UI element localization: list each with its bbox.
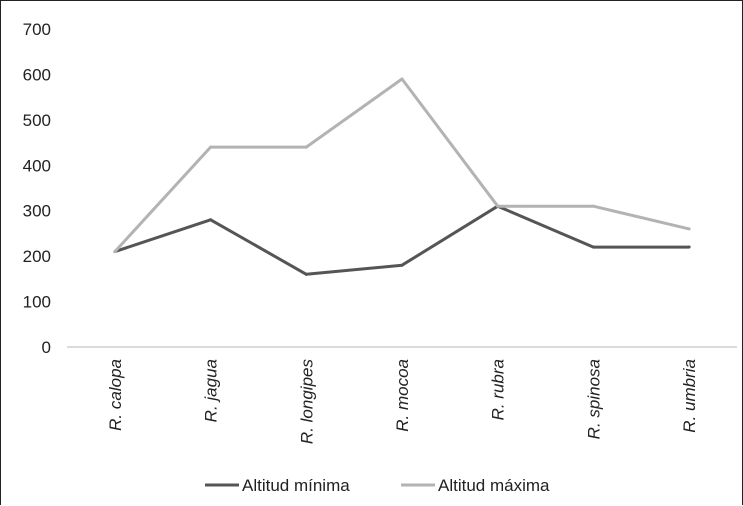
data-point — [209, 145, 213, 149]
y-tick-label: 100 — [23, 293, 51, 312]
data-point — [687, 245, 691, 249]
y-tick-label: 400 — [23, 156, 51, 175]
y-axis-ticks: 0 100 200 300 400 500 600 700 — [23, 20, 51, 357]
data-point — [687, 227, 691, 231]
x-category-label: R. jagua — [202, 359, 221, 422]
y-tick-label: 600 — [23, 65, 51, 84]
y-tick-label: 200 — [23, 247, 51, 266]
series-line-2 — [113, 77, 690, 253]
x-category-label: R. rubra — [489, 359, 508, 420]
x-category-label: R. umbria — [680, 359, 699, 433]
legend-label: Altitud mínima — [242, 476, 350, 495]
legend: Altitud mínima Altitud máxima — [205, 476, 550, 495]
data-point — [591, 204, 595, 208]
data-point — [496, 204, 500, 208]
data-point — [113, 250, 117, 254]
data-point — [400, 77, 404, 81]
y-tick-label: 700 — [23, 20, 51, 39]
x-category-label: R. mocoa — [393, 359, 412, 432]
x-category-label: R. calopa — [106, 359, 125, 431]
y-tick-label: 500 — [23, 111, 51, 130]
data-point — [400, 263, 404, 267]
data-point — [591, 245, 595, 249]
x-axis-category-labels: R. calopa R. jagua R. longipes R. mocoa R. r… — [106, 359, 699, 445]
data-point — [304, 145, 308, 149]
data-point — [304, 272, 308, 276]
x-category-label: R. spinosa — [584, 359, 603, 439]
series-lines — [113, 77, 691, 276]
legend-label: Altitud máxima — [438, 476, 550, 495]
y-tick-label: 0 — [42, 338, 51, 357]
y-tick-label: 300 — [23, 202, 51, 221]
data-point — [209, 218, 213, 222]
x-category-label: R. longipes — [297, 359, 316, 445]
